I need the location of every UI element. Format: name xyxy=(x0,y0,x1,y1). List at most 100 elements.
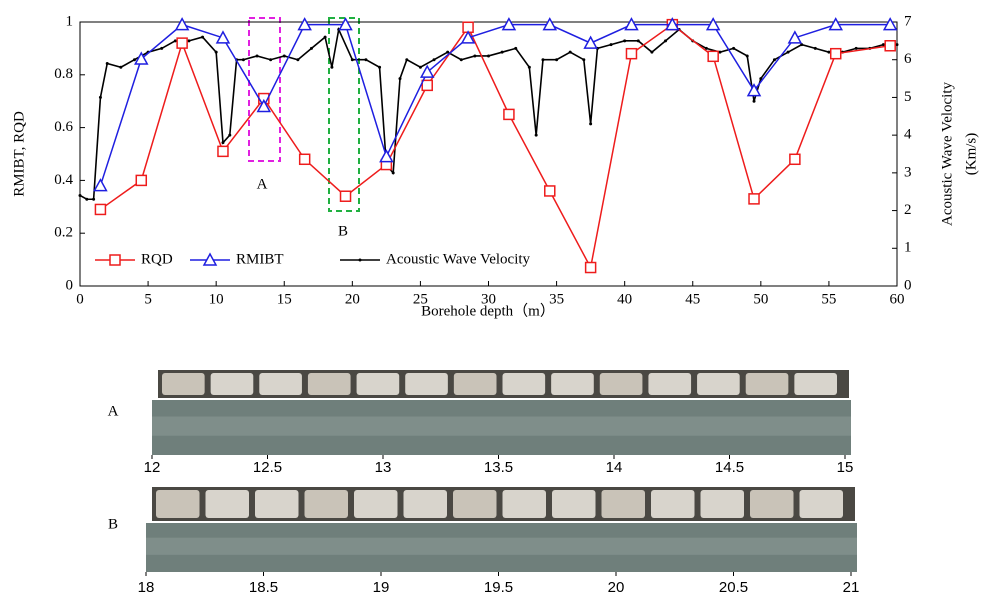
y2-tick-label: 1 xyxy=(904,240,912,256)
x-tick-label: 15 xyxy=(277,291,292,307)
data-point xyxy=(800,43,804,47)
data-point xyxy=(789,153,801,166)
data-point xyxy=(187,39,191,43)
core-tick-label: 20 xyxy=(608,579,625,594)
data-point xyxy=(514,46,518,50)
data-point xyxy=(432,58,436,62)
data-point xyxy=(446,50,450,54)
data-point xyxy=(895,43,899,47)
data-point xyxy=(85,197,89,201)
highlight-box-a xyxy=(248,17,281,162)
legend-marker xyxy=(202,252,218,266)
data-point xyxy=(228,133,232,137)
data-point xyxy=(297,17,312,31)
annotation: B xyxy=(338,223,348,239)
y-tick-label: 0.4 xyxy=(54,172,73,188)
core-label: B xyxy=(108,516,118,532)
core-piece xyxy=(599,373,643,395)
data-point xyxy=(398,77,402,81)
data-point xyxy=(568,50,572,54)
y-tick-label: 0.6 xyxy=(54,119,73,135)
core-tick-label: 19 xyxy=(373,579,390,594)
data-point xyxy=(665,17,680,31)
data-point xyxy=(542,17,558,31)
x-tick-label: 45 xyxy=(685,291,700,307)
data-point xyxy=(707,50,719,63)
data-point xyxy=(298,153,311,166)
core-piece xyxy=(700,490,744,518)
data-point xyxy=(534,133,538,137)
x-tick-label: 35 xyxy=(549,291,564,307)
data-point xyxy=(241,58,245,62)
data-point xyxy=(759,77,763,81)
data-point xyxy=(829,47,842,60)
x-tick-label: 5 xyxy=(144,291,152,307)
core-piece xyxy=(162,373,205,395)
data-point xyxy=(460,30,476,44)
core-piece xyxy=(453,490,497,518)
legend-marker xyxy=(358,258,362,262)
x-tick-label: 50 xyxy=(753,291,768,307)
core-piece xyxy=(255,490,299,518)
data-point xyxy=(541,58,545,62)
data-point xyxy=(378,65,382,69)
data-point xyxy=(589,122,593,126)
data-point xyxy=(309,46,313,50)
data-point xyxy=(718,50,722,54)
data-point xyxy=(623,39,627,43)
data-point xyxy=(78,193,82,197)
series-line xyxy=(99,23,891,270)
core-tick-label: 12.5 xyxy=(253,459,282,476)
data-point xyxy=(636,39,640,43)
core-tick-label: 19.5 xyxy=(484,579,513,594)
core-piece xyxy=(502,490,546,518)
data-point xyxy=(132,58,136,62)
data-point xyxy=(582,58,586,62)
legend-label: Acoustic Wave Velocity xyxy=(386,251,531,267)
core-piece xyxy=(205,490,249,518)
core-piece xyxy=(356,373,400,395)
data-point xyxy=(134,51,149,65)
annotation: A xyxy=(257,176,268,192)
data-point xyxy=(828,17,843,31)
legend-label: RQD xyxy=(141,251,173,267)
data-point xyxy=(732,46,736,50)
core-tick-label: 12 xyxy=(144,459,161,476)
x-axis-label: Borehole depth（m） xyxy=(421,302,555,319)
data-point xyxy=(746,83,762,97)
series-line xyxy=(99,23,891,186)
y2-tick-label: 4 xyxy=(904,127,912,143)
core-piece xyxy=(697,373,740,395)
y2-tick-label: 0 xyxy=(904,277,912,293)
data-point xyxy=(473,54,477,58)
data-point xyxy=(827,50,831,54)
data-point xyxy=(745,54,749,58)
x-tick-label: 20 xyxy=(345,291,360,307)
data-point xyxy=(176,37,188,49)
borehole-shade xyxy=(152,416,851,436)
y2-tick-label: 7 xyxy=(904,13,912,29)
core-tick-label: 18 xyxy=(138,579,155,594)
y2-tick-label: 6 xyxy=(904,51,912,67)
data-point xyxy=(255,54,259,58)
data-point xyxy=(173,39,177,43)
core-tick-label: 20.5 xyxy=(719,579,748,594)
data-point xyxy=(174,17,190,31)
data-point xyxy=(379,149,394,163)
data-point xyxy=(217,145,229,158)
core-piece xyxy=(552,490,596,518)
data-point xyxy=(214,50,218,54)
y-tick-label: 0.8 xyxy=(54,66,73,82)
data-point xyxy=(650,50,654,54)
core-piece xyxy=(453,373,497,395)
data-point xyxy=(201,35,205,39)
data-point xyxy=(92,197,96,201)
y2-tick-label: 5 xyxy=(904,89,912,105)
highlight-box-b xyxy=(328,17,360,212)
data-point xyxy=(772,58,776,62)
x-tick-label: 0 xyxy=(76,291,84,307)
core-piece xyxy=(750,490,794,518)
core-label: A xyxy=(108,403,119,419)
data-point xyxy=(364,58,368,62)
core-piece xyxy=(156,490,200,518)
